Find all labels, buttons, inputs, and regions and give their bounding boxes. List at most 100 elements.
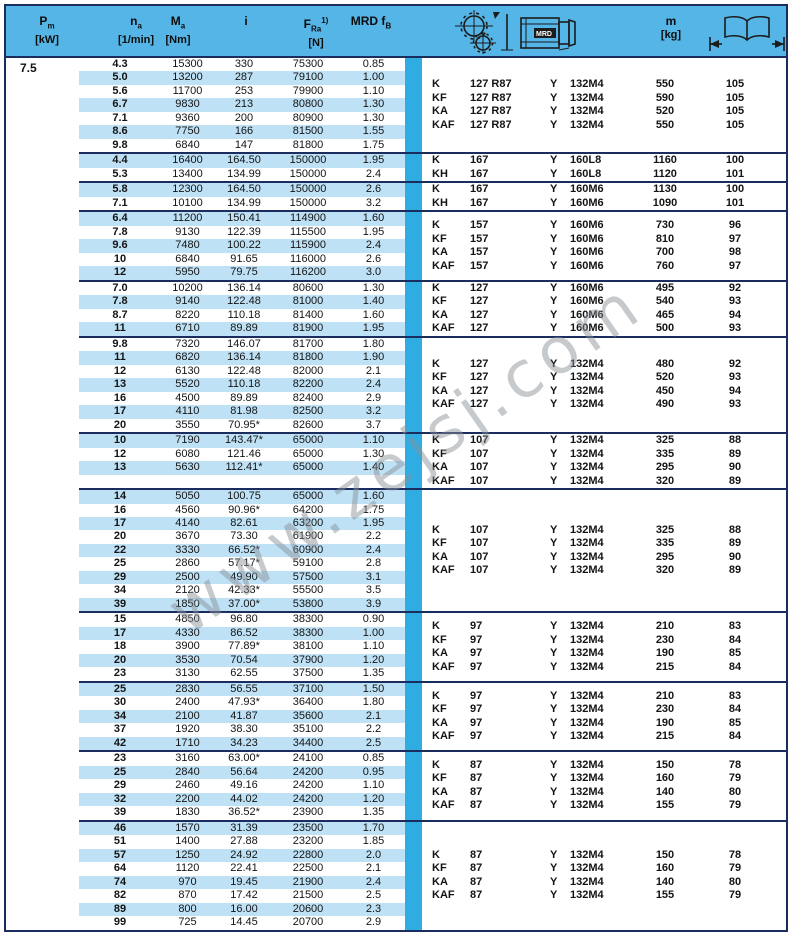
cell-y: Y (550, 91, 558, 104)
cell-motor: 132M4 (570, 620, 604, 633)
cell-fb: 2.2 (365, 723, 382, 736)
variant-row: KAF 127 R87 Y 132M4 550 105 (432, 119, 770, 132)
cell-y: Y (550, 523, 558, 536)
cell-ma: 4500 (175, 391, 200, 404)
cell-motor: 132M4 (570, 647, 604, 660)
cell-ma: 15300 (172, 58, 203, 70)
cell-na: 20 (113, 418, 127, 431)
cell-fra: 115500 (290, 225, 326, 238)
cell-page: 92 (728, 357, 742, 370)
cell-m: 325 (655, 523, 675, 536)
cell-page: 89 (728, 447, 742, 460)
group-left: 9.8 7320 146.07 81700 1.80 11 6820 136.14 81800 1… (79, 338, 405, 432)
cell-m: 540 (655, 295, 675, 308)
group-left: 4.4 16400 164.50 150000 1.95 5.3 13400 134.99 15… (79, 154, 405, 181)
cell-ratio: 97 (470, 633, 483, 646)
gear-unit-icon (455, 10, 513, 54)
table-row: 6.7 9830 213 80800 1.30 (79, 98, 405, 112)
pm-value: 7.5 (20, 61, 37, 75)
cell-type: K (432, 357, 440, 370)
cell-m: 500 (655, 322, 675, 335)
table-row: 29 2460 49.16 24200 1.10 (79, 779, 405, 792)
cell-type: KF (432, 447, 447, 460)
cell-i: 287 (234, 71, 254, 84)
table-row: 6.4 11200 150.41 114900 1.60 (79, 212, 405, 226)
cell-m: 320 (655, 564, 675, 577)
cell-type: KF (432, 633, 447, 646)
cell-fb: 1.10 (362, 434, 385, 447)
table-row: 9.8 6840 147 81800 1.75 (79, 139, 405, 152)
cell-fb: 2.8 (365, 557, 382, 570)
cell-i: 62.55 (230, 667, 258, 680)
cell-fb: 2.5 (365, 889, 382, 902)
cell-m: 1090 (652, 196, 678, 209)
cell-motor: 160M6 (570, 246, 604, 259)
cell-fb: 3.7 (365, 418, 382, 431)
cell-ratio: 97 (470, 660, 483, 673)
cell-y: Y (550, 785, 558, 798)
variant-row: KAF 97 Y 132M4 215 84 (432, 661, 770, 674)
cell-type: KA (432, 716, 448, 729)
cell-i: 90.96* (228, 503, 260, 516)
cell-type: K (432, 434, 440, 447)
cell-y: Y (550, 78, 558, 91)
cell-i: 82.61 (230, 516, 258, 529)
cell-page: 94 (728, 308, 742, 321)
cell-na: 13 (113, 461, 127, 474)
cell-page: 89 (728, 474, 742, 487)
cell-i: 70.54 (230, 653, 258, 666)
cell-m: 295 (655, 550, 675, 563)
cell-ma: 3330 (175, 543, 200, 556)
cell-fb: 1.40 (362, 461, 385, 474)
cell-ratio: 157 (470, 246, 489, 259)
cell-y: Y (550, 308, 558, 321)
cell-na: 23 (113, 752, 127, 765)
cell-page: 80 (728, 875, 742, 888)
table-row: 4.3 15300 330 75300 0.85 (79, 58, 405, 71)
cell-na: 8.6 (112, 125, 128, 138)
cell-na: 11 (114, 322, 126, 335)
cell-fra: 82500 (292, 405, 324, 418)
cell-fra: 80900 (292, 111, 324, 124)
cell-page: 98 (728, 246, 742, 259)
cell-i: 77.89* (228, 640, 260, 653)
cell-y: Y (550, 772, 558, 785)
cell-fb: 2.4 (365, 167, 382, 180)
cell-type: KF (432, 295, 447, 308)
cell-type: KAF (432, 564, 455, 577)
cell-ratio: 157 (470, 232, 489, 245)
cell-fra: 38300 (292, 626, 324, 639)
cell-page: 105 (725, 118, 745, 131)
cell-fb: 0.85 (362, 58, 385, 70)
cell-page: 79 (728, 862, 742, 875)
cell-page: 88 (728, 523, 742, 536)
cell-y: Y (550, 474, 558, 487)
cell-type: K (432, 78, 440, 91)
cell-fra: 80600 (292, 281, 324, 294)
cell-fb: 1.60 (362, 212, 385, 225)
cell-fra: 81800 (292, 138, 324, 151)
cell-ma: 1830 (175, 806, 200, 819)
cell-ma: 6820 (175, 351, 200, 364)
cell-y: Y (550, 196, 558, 209)
cell-fb: 1.95 (362, 322, 385, 335)
cell-fb: 2.9 (365, 916, 382, 929)
cell-page: 105 (725, 105, 745, 118)
cell-fb: 1.30 (362, 281, 385, 294)
cell-na: 37 (113, 723, 127, 736)
cell-type: KH (432, 196, 448, 209)
cell-m: 150 (655, 758, 675, 771)
cell-fb: 2.1 (365, 862, 382, 875)
cell-fra: 38100 (292, 640, 324, 653)
cell-i: 66.52* (228, 543, 260, 556)
cell-fb: 1.60 (362, 308, 385, 321)
cell-fb: 2.5 (365, 736, 382, 749)
header-fra: FRa1) [N] (303, 16, 329, 50)
cell-type: KAF (432, 322, 455, 335)
table-row: 5.8 12300 164.50 150000 2.6 (79, 183, 405, 197)
cell-page: 79 (728, 799, 742, 812)
group-variants: K 97 Y 132M4 210 83 KF 97 Y 132M4 230 84 KA 97 Y 132M4 1… (432, 613, 770, 680)
cell-fra: 65000 (292, 447, 324, 460)
cell-type: KAF (432, 889, 455, 902)
table-row: 42 1710 34.23 34400 2.5 (79, 736, 405, 751)
